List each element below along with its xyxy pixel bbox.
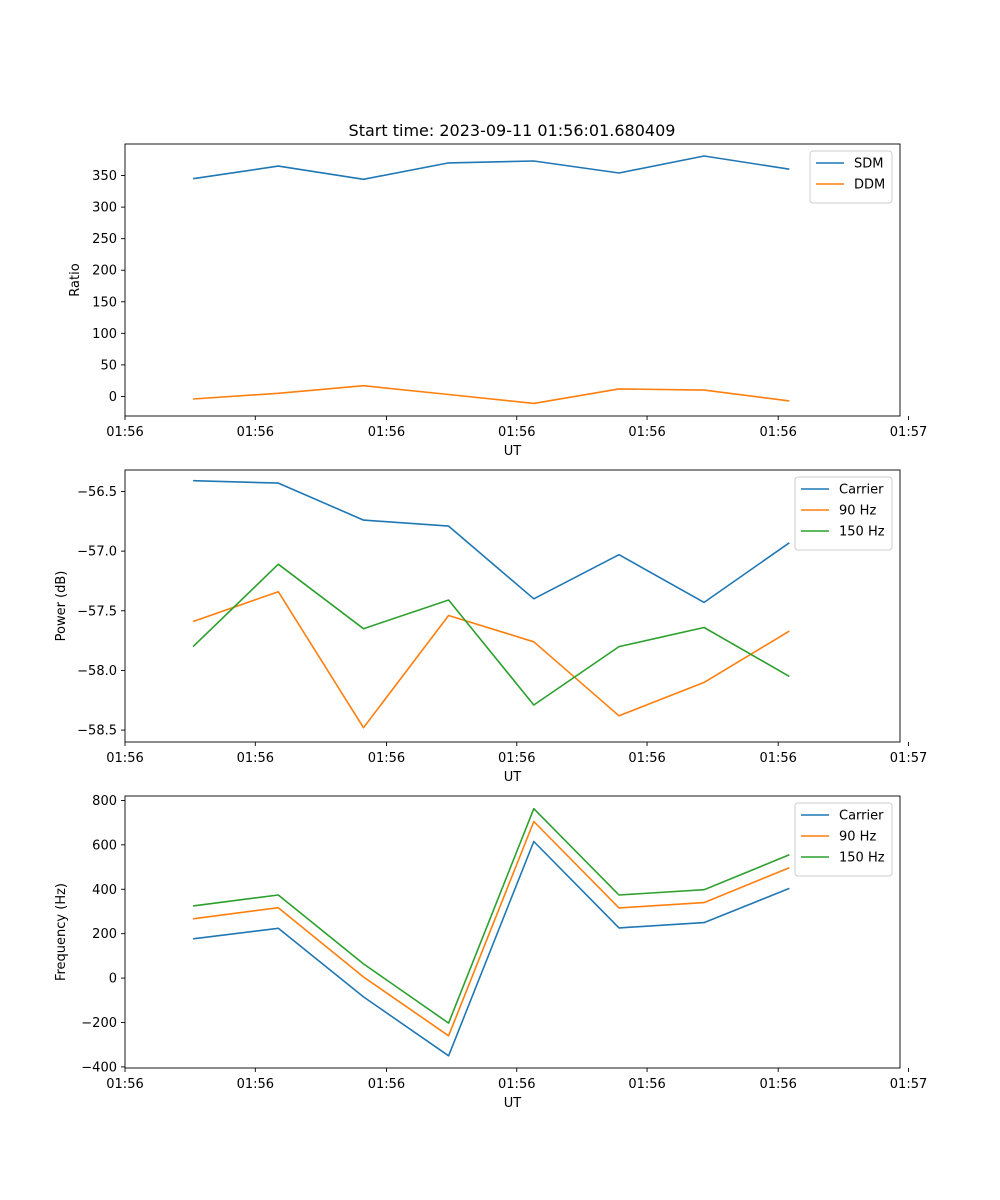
y-tick-label: 200 [92, 264, 117, 279]
series-line-carrier [193, 840, 790, 1057]
y-tick-label: 150 [92, 295, 117, 310]
y-tick-label: 600 [92, 838, 117, 853]
y-tick-label: −57.0 [77, 545, 117, 560]
y-tick-label: 350 [92, 169, 117, 184]
x-tick-label: 01:56 [498, 751, 535, 766]
y-tick-label: −57.5 [77, 604, 117, 619]
legend-label: 90 Hz [839, 504, 876, 519]
x-tick-label: 01:56 [628, 751, 665, 766]
y-axis-label: Ratio [68, 263, 83, 296]
x-tick-label: 01:56 [759, 751, 796, 766]
y-tick-label: 400 [92, 883, 117, 898]
chart-panel-3: 01:56 01:56 01:56 01:56 01:56 01:56 01:57 −400 −… [54, 794, 927, 1111]
legend-box [809, 150, 893, 204]
y-axis-label: Frequency (Hz) [54, 883, 69, 981]
series-line-90-hz [192, 820, 790, 1037]
plot-frame [124, 469, 901, 743]
x-tick-label: 01:56 [368, 1077, 405, 1092]
y-tick-label: −58.0 [77, 664, 117, 679]
y-tick-label: −56.5 [77, 485, 117, 500]
legend-label: Carrier [839, 809, 884, 824]
series-line-150-hz [192, 807, 790, 1024]
x-tick-label: 01:56 [368, 751, 405, 766]
x-tick-label: 01:56 [759, 1077, 796, 1092]
x-tick-label: 01:56 [106, 1077, 143, 1092]
x-tick-label: 01:56 [368, 425, 405, 440]
x-tick-label: 01:56 [498, 425, 535, 440]
plot-frame [124, 143, 901, 417]
y-tick-label: 250 [92, 232, 117, 247]
x-tick-label: 01:56 [106, 751, 143, 766]
y-tick-label: 800 [92, 794, 117, 809]
x-axis-label: UT [504, 1096, 522, 1111]
legend-label: DDM [854, 178, 885, 193]
x-tick-label: 01:56 [237, 425, 274, 440]
series-line-90-hz [192, 590, 790, 729]
y-tick-label: 0 [109, 972, 117, 987]
series-line-sdm [192, 155, 790, 181]
chart-panel-2: 01:56 01:56 01:56 01:56 01:56 01:56 01:57 −58.5… [54, 469, 927, 785]
y-tick-label: 100 [92, 327, 117, 342]
x-tick-label: 01:56 [759, 425, 796, 440]
y-tick-label: −58.5 [77, 724, 117, 739]
plot-frame [124, 795, 901, 1069]
x-tick-label: 01:56 [628, 425, 665, 440]
x-tick-label: 01:57 [890, 1077, 927, 1092]
x-tick-label: 01:56 [237, 751, 274, 766]
series-line-ddm [193, 384, 790, 405]
x-axis-label: UT [504, 770, 522, 785]
y-tick-label: 300 [92, 201, 117, 216]
legend: Carrier 90 Hz 150 Hz [794, 476, 893, 551]
chart-panels: 01:56 01:56 01:56 01:56 01:56 01:56 01:57 0 50 10… [54, 143, 927, 1111]
y-tick-label: −200 [81, 1016, 117, 1031]
y-tick-label: −400 [81, 1060, 117, 1075]
x-axis-label: UT [504, 444, 522, 459]
legend-label: SDM [854, 157, 883, 172]
legend-label: 150 Hz [839, 525, 885, 540]
x-tick-label: 01:57 [890, 751, 927, 766]
legend-label: Carrier [839, 483, 884, 498]
y-tick-label: 0 [109, 390, 117, 405]
legend-label: 150 Hz [839, 851, 885, 866]
x-tick-label: 01:56 [628, 1077, 665, 1092]
legend-label: 90 Hz [839, 830, 876, 845]
series-line-carrier [193, 479, 790, 604]
legend: SDM DDM [809, 150, 893, 204]
x-tick-label: 01:56 [237, 1077, 274, 1092]
x-tick-label: 01:56 [498, 1077, 535, 1092]
figure-title: Start time: 2023-09-11 01:56:01.680409 [349, 121, 676, 140]
y-axis-label: Power (dB) [54, 571, 69, 642]
chart-panel-1: 01:56 01:56 01:56 01:56 01:56 01:56 01:57 0 50 10… [68, 143, 927, 459]
legend: Carrier 90 Hz 150 Hz [794, 802, 893, 877]
series-line-150-hz [192, 563, 790, 706]
x-tick-label: 01:56 [106, 425, 143, 440]
y-tick-label: 50 [100, 358, 117, 373]
x-tick-label: 01:57 [890, 425, 927, 440]
y-tick-label: 200 [92, 927, 117, 942]
